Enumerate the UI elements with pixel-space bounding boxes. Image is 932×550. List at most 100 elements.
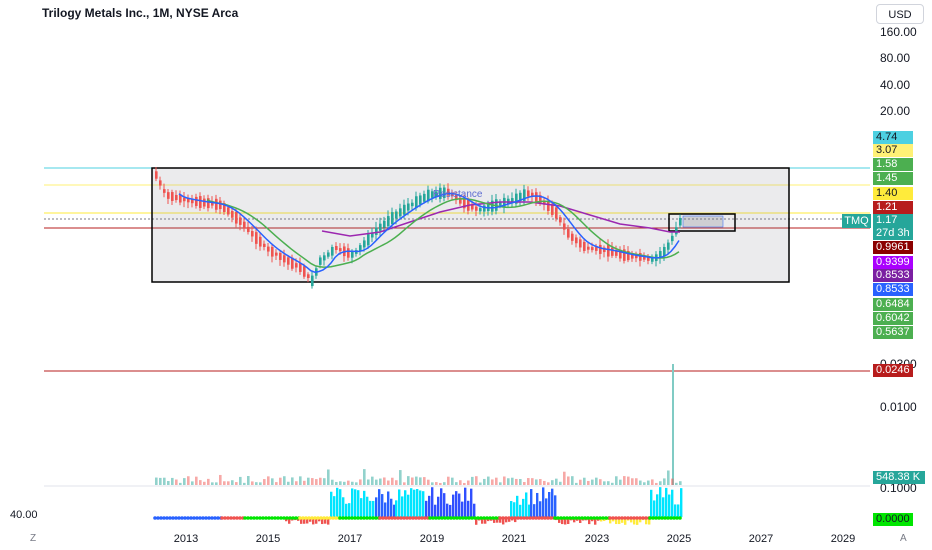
candle — [403, 204, 406, 215]
oscillator-dot — [562, 516, 566, 520]
oscillator-dot — [316, 516, 320, 520]
volume-bar — [379, 478, 382, 485]
oscillator-dot — [331, 516, 335, 520]
oscillator-dot — [359, 516, 363, 520]
volume-bar — [215, 482, 218, 485]
oscillator-dot — [611, 516, 615, 520]
oscillator-dot — [577, 516, 581, 520]
candle — [239, 217, 242, 225]
candle — [347, 248, 350, 258]
price-tag: 0.9961 — [873, 241, 913, 254]
volume-bar — [431, 482, 434, 485]
candle — [639, 252, 642, 261]
volume-bar — [647, 480, 650, 485]
timezone-button[interactable]: Z — [30, 533, 37, 544]
volume-layer — [155, 469, 682, 485]
oscillator-dot — [243, 516, 247, 520]
oscillator-dot — [153, 516, 157, 520]
oscillator-bar — [674, 504, 677, 517]
oscillator-dot — [458, 516, 462, 520]
candle — [531, 192, 534, 197]
oscillator-dot — [574, 516, 578, 520]
volume-bar — [283, 476, 286, 485]
oscillator-dot — [235, 516, 239, 520]
volume-bar — [415, 476, 418, 485]
oscillator-bar — [416, 488, 419, 517]
candle — [631, 253, 634, 259]
oscillator-bar — [536, 492, 539, 517]
candle — [399, 208, 402, 217]
oscillator-dot — [417, 516, 421, 520]
candle — [515, 193, 518, 204]
candle — [327, 252, 330, 257]
volume-bar — [315, 479, 318, 485]
volume-bar — [295, 481, 298, 485]
candle — [679, 218, 682, 226]
price-tag: 4.74 — [873, 131, 913, 144]
candle — [283, 255, 286, 263]
oscillator-dot — [423, 516, 427, 520]
oscillator-tag: 0.0000 — [873, 513, 913, 526]
candle — [211, 201, 214, 206]
oscillator-dot — [614, 516, 618, 520]
volume-bar — [635, 478, 638, 485]
oscillator-dot — [220, 516, 224, 520]
candle — [175, 194, 178, 201]
volume-bar — [275, 482, 278, 485]
x-axis-label: 2017 — [337, 533, 363, 545]
oscillator-bar — [558, 517, 561, 523]
oscillator-dot — [304, 516, 308, 520]
candle — [335, 246, 338, 250]
volume-bar — [583, 477, 586, 485]
candle — [363, 240, 366, 248]
candle — [547, 201, 550, 211]
candle — [447, 188, 450, 196]
price-tag: 1.21 — [873, 201, 913, 214]
oscillator-dot — [338, 516, 342, 520]
volume-bar — [323, 478, 326, 485]
volume-bar — [179, 482, 182, 485]
oscillator-dot — [204, 516, 208, 520]
oscillator-dot — [177, 516, 181, 520]
oscillator-dot — [672, 516, 676, 520]
oscillator-dot — [288, 516, 292, 520]
oscillator-bar — [369, 500, 372, 517]
price-tag: 0.5637 — [873, 326, 913, 339]
volume-bar — [219, 474, 222, 485]
oscillator-bar — [449, 504, 452, 517]
candle — [663, 247, 666, 257]
candle — [359, 245, 362, 251]
oscillator-dot — [174, 516, 178, 520]
candle — [463, 198, 466, 209]
candle — [455, 194, 458, 201]
candle — [591, 247, 594, 251]
volume-bar — [563, 471, 566, 485]
volume-bar — [651, 479, 654, 485]
oscillator-bar — [306, 517, 309, 524]
volume-bar — [587, 480, 590, 485]
candles-layer — [155, 167, 682, 289]
volume-bar — [643, 482, 646, 485]
oscillator-bar — [339, 489, 342, 517]
oscillator-bar — [342, 497, 345, 517]
oscillator-bar — [327, 517, 330, 525]
oscillator-dot — [350, 516, 354, 520]
candle — [535, 192, 538, 202]
volume-bar — [547, 482, 550, 485]
volume-bar — [319, 477, 322, 485]
auto-scale-button[interactable]: A — [900, 533, 907, 544]
volume-bar — [543, 480, 546, 485]
volume-bar — [495, 477, 498, 485]
volume-bar — [171, 477, 174, 485]
currency-selector[interactable]: USD — [876, 4, 924, 24]
lower-level-tag: 0.0246 — [873, 364, 913, 377]
oscillator-dot — [384, 516, 388, 520]
candle — [259, 236, 262, 247]
candle — [543, 200, 546, 205]
oscillator-bar — [519, 504, 522, 517]
oscillator-bar — [419, 490, 422, 517]
oscillator-bar — [548, 492, 551, 517]
volume-bar — [347, 480, 350, 485]
candle — [207, 198, 210, 209]
